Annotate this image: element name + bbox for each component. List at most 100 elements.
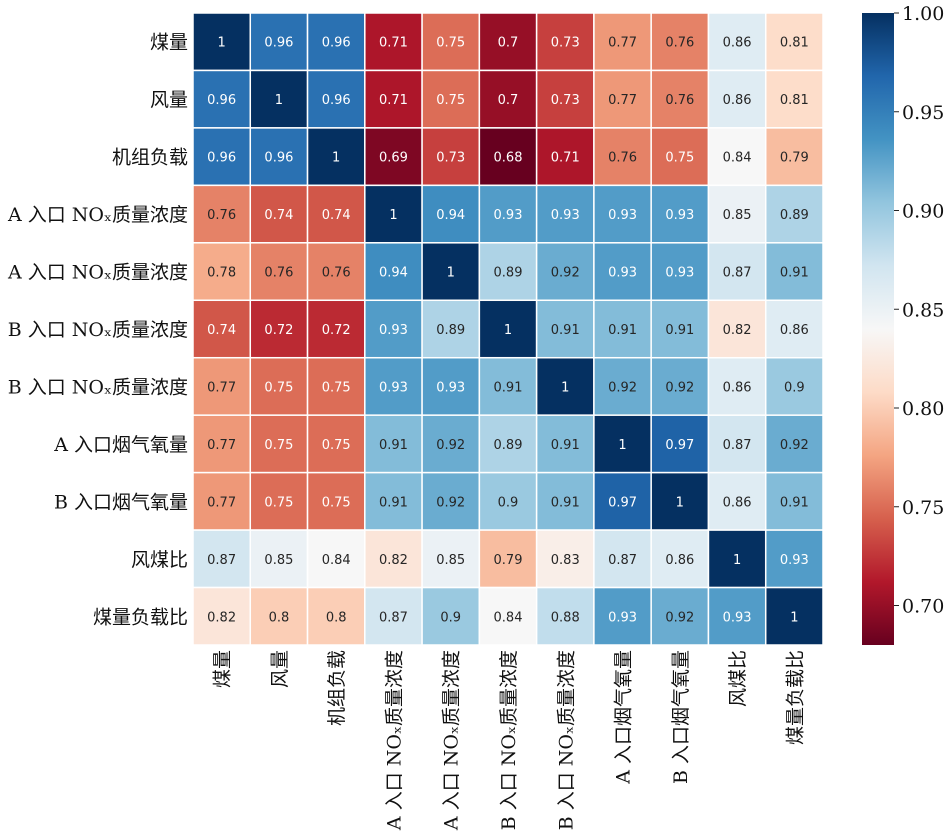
colorbar-tick-label: 0.95	[902, 102, 944, 124]
cell-value-label: 0.92	[551, 266, 580, 281]
row-label: 风量	[150, 89, 188, 111]
heatmap-cell	[306, 471, 366, 531]
cell-value-label: 1	[618, 438, 626, 453]
cell-value-label: 0.92	[436, 438, 465, 453]
cell-value-label: 0.79	[780, 151, 809, 166]
heatmap-cell	[249, 12, 309, 72]
row-label: 煤量负载比	[93, 606, 188, 628]
cell-value-label: 0.75	[436, 36, 465, 51]
cell-value-label: 0.71	[551, 151, 580, 166]
cell-value-label: 0.91	[780, 495, 809, 510]
heatmap-cell	[764, 127, 824, 187]
cell-value-label: 0.97	[665, 438, 694, 453]
heatmap-cell	[650, 529, 710, 589]
cell-value-label: 0.94	[379, 266, 408, 281]
heatmap-cell	[650, 299, 710, 359]
cell-value-label: 0.75	[322, 380, 351, 395]
heatmap-cell	[421, 414, 481, 474]
heatmap-cell	[478, 299, 538, 359]
cell-value-label: 0.89	[780, 208, 809, 223]
column-label: B 入口 NOₓ质量浓度	[555, 650, 577, 830]
heatmap-cell	[764, 299, 824, 359]
cell-value-label: 0.91	[494, 380, 523, 395]
cell-value-label: 0.85	[436, 553, 465, 568]
cell-value-label: 0.8	[326, 610, 347, 625]
heatmap-cell	[535, 471, 595, 531]
heatmap-cell	[764, 414, 824, 474]
heatmap-cell	[535, 356, 595, 416]
cell-value-label: 0.76	[322, 266, 351, 281]
heatmap-cell	[364, 529, 423, 589]
cell-value-label: 0.86	[780, 323, 809, 338]
heatmap-cell	[707, 69, 767, 129]
cell-value-label: 0.78	[207, 266, 236, 281]
cell-value-label: 0.73	[551, 93, 580, 108]
heatmap-cell	[707, 414, 767, 474]
colorbar-tick-label: 0.70	[902, 596, 944, 618]
cell-value-label: 0.83	[551, 553, 580, 568]
colorbar-tick-label: 0.90	[902, 201, 944, 223]
cell-value-label: 0.75	[436, 93, 465, 108]
cell-value-label: 0.77	[608, 93, 637, 108]
heatmap-cell	[650, 184, 710, 244]
column-label: 风煤比	[727, 650, 749, 707]
heatmap-cell	[192, 12, 252, 72]
heatmap-cell	[364, 356, 423, 416]
cell-value-label: 0.77	[207, 380, 236, 395]
cell-value-label: 0.71	[379, 36, 408, 51]
cell-value-label: 0.86	[723, 380, 752, 395]
row-label: B 入口烟气氧量	[54, 491, 188, 513]
cell-value-label: 0.96	[264, 151, 293, 166]
colorbar: 0.70 0.75 0.80 0.85 0.90 0.95 1.00	[862, 3, 944, 645]
cell-value-label: 1	[504, 323, 512, 338]
heatmap-cell	[478, 242, 538, 302]
cell-value-label: 0.93	[608, 266, 637, 281]
heatmap-cell	[593, 69, 652, 129]
heatmap-cell	[707, 356, 767, 416]
cell-value-label: 0.82	[379, 553, 408, 568]
cell-value-label: 0.82	[723, 323, 752, 338]
cell-value-label: 0.91	[551, 495, 580, 510]
row-label: 煤量	[150, 32, 188, 54]
heatmap-cell	[421, 529, 481, 589]
column-label: B 入口烟气氧量	[670, 650, 692, 784]
cell-value-label: 0.72	[264, 323, 293, 338]
column-label: 机组负载	[326, 650, 348, 726]
heatmap-cell	[192, 356, 252, 416]
cell-value-label: 0.91	[608, 323, 637, 338]
cell-value-label: 0.89	[494, 266, 523, 281]
cell-value-label: 0.75	[322, 438, 351, 453]
cell-value-label: 0.9	[498, 495, 519, 510]
heatmap-cell	[421, 69, 481, 129]
cell-value-label: 0.77	[207, 438, 236, 453]
cell-value-label: 0.87	[379, 610, 408, 625]
heatmap-cell	[249, 414, 309, 474]
cell-value-label: 0.93	[494, 208, 523, 223]
column-label: 煤量	[212, 650, 234, 688]
cell-value-label: 0.96	[322, 36, 351, 51]
cell-value-label: 0.93	[665, 208, 694, 223]
cell-value-label: 0.7	[498, 93, 519, 108]
heatmap-cell	[421, 242, 481, 302]
cell-value-label: 0.96	[207, 93, 236, 108]
heatmap-cell	[306, 184, 366, 244]
heatmap-cell	[364, 242, 423, 302]
heatmap-cell	[593, 586, 652, 646]
heatmap-cell	[650, 471, 710, 531]
cell-value-label: 0.9	[784, 380, 805, 395]
heatmap-cell	[192, 242, 252, 302]
cell-value-label: 0.9	[440, 610, 461, 625]
cell-value-label: 0.87	[723, 266, 752, 281]
cell-value-label: 0.81	[780, 93, 809, 108]
cell-value-label: 1	[676, 495, 684, 510]
cell-value-label: 0.68	[494, 151, 523, 166]
heatmap-cell	[593, 12, 652, 72]
heatmap-cell	[478, 69, 538, 129]
cell-value-label: 0.76	[665, 93, 694, 108]
cell-value-label: 0.93	[608, 208, 637, 223]
cell-value-label: 0.75	[665, 151, 694, 166]
heatmap-cell	[707, 586, 767, 646]
cell-value-label: 0.93	[379, 380, 408, 395]
row-label: B 入口 NOₓ质量浓度	[8, 319, 188, 341]
cell-value-label: 0.93	[551, 208, 580, 223]
